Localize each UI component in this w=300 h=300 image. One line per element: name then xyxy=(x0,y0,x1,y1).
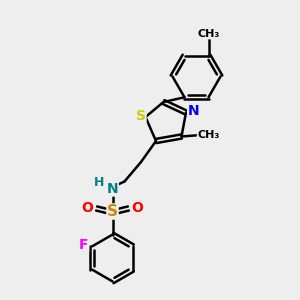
Text: N: N xyxy=(188,104,199,118)
Text: N: N xyxy=(107,182,118,196)
Text: O: O xyxy=(131,202,143,215)
Text: CH₃: CH₃ xyxy=(197,130,220,140)
Text: S: S xyxy=(136,109,146,122)
Text: S: S xyxy=(107,204,118,219)
Text: CH₃: CH₃ xyxy=(197,29,220,39)
Text: H: H xyxy=(94,176,104,190)
Text: O: O xyxy=(82,202,94,215)
Text: F: F xyxy=(79,238,88,252)
